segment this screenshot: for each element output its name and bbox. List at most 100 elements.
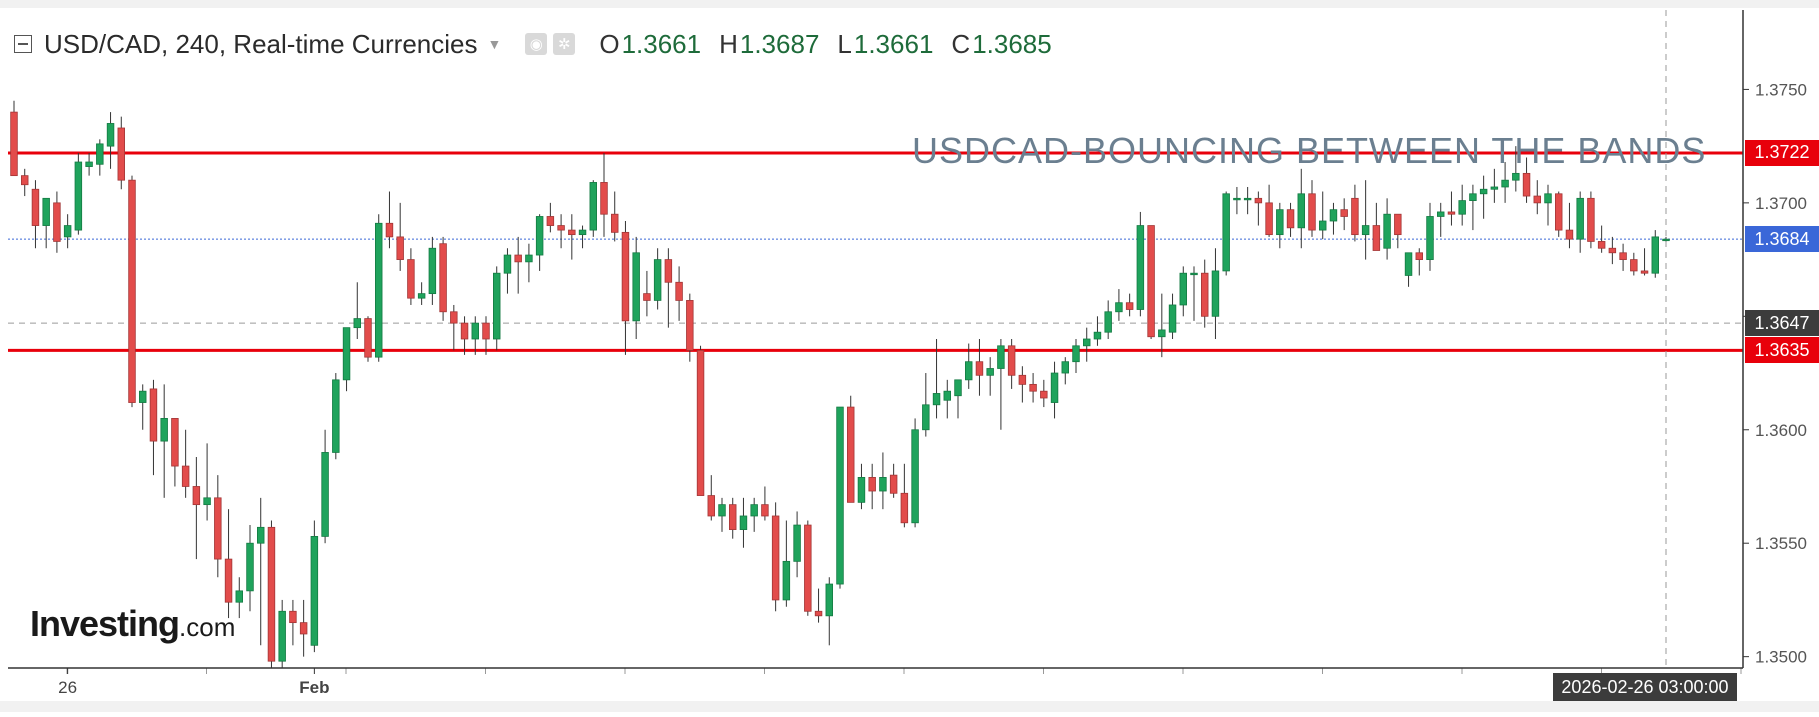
candle: [10, 100, 18, 177]
candle-body: [1040, 390, 1048, 399]
candle-body: [160, 418, 168, 442]
candle: [1286, 202, 1295, 237]
candle-body: [696, 349, 705, 496]
candle: [321, 429, 329, 544]
candle-body: [879, 477, 887, 492]
candle-body: [653, 259, 662, 301]
candle: [1319, 191, 1327, 240]
candle: [1619, 243, 1627, 271]
candle: [1190, 266, 1198, 321]
high-label: H: [719, 28, 738, 59]
candle: [814, 588, 823, 623]
candle-body: [643, 293, 651, 301]
crosshair-price-label: 1.3647: [1745, 310, 1819, 337]
candle-body: [1222, 193, 1230, 272]
candle: [53, 191, 61, 253]
candle-body: [1662, 238, 1670, 242]
symbol-title[interactable]: USD/CAD, 240, Real-time Currencies: [44, 28, 478, 59]
eye-icon[interactable]: ◉: [525, 33, 548, 55]
candle: [149, 379, 158, 476]
candle: [417, 282, 426, 305]
chevron-down-icon[interactable]: ▼: [487, 36, 502, 52]
candle-body: [1104, 311, 1112, 333]
candle-body: [149, 388, 158, 442]
candle: [911, 418, 919, 528]
candle: [1115, 289, 1123, 321]
candle: [675, 266, 683, 321]
candle-body: [932, 393, 941, 406]
candle-body: [74, 161, 83, 231]
candle: [1662, 236, 1670, 242]
candle-body: [1265, 202, 1273, 236]
candle-body: [85, 161, 93, 167]
candle-body: [1125, 302, 1134, 310]
candle: [1351, 184, 1359, 242]
candle-body: [1029, 383, 1037, 392]
candle: [1597, 225, 1606, 253]
candle-body: [943, 390, 951, 401]
candle-body: [493, 272, 501, 340]
candle-body: [1544, 193, 1552, 204]
candle-body: [375, 222, 383, 358]
candle: [482, 316, 490, 355]
candle-body: [31, 188, 40, 226]
candle-body: [986, 368, 994, 376]
candle: [1565, 202, 1574, 249]
candle-body: [417, 293, 426, 299]
candle-body: [621, 231, 630, 322]
candle: [1544, 184, 1552, 226]
candle-body: [1018, 374, 1027, 385]
candle: [900, 463, 909, 528]
candle-body: [546, 216, 555, 226]
open-label: O: [599, 28, 620, 59]
candle: [1125, 293, 1134, 317]
candle-body: [396, 236, 404, 260]
gear-icon[interactable]: ✲: [553, 33, 576, 55]
candle-body: [771, 515, 780, 601]
candle: [375, 214, 383, 362]
candle: [192, 456, 201, 560]
candle-body: [739, 515, 748, 530]
candle: [525, 243, 533, 283]
candle-body: [1276, 209, 1284, 236]
candle: [568, 214, 576, 260]
candle-body: [997, 345, 1005, 369]
candle: [1147, 225, 1155, 339]
open-value: 1.3661: [621, 28, 702, 59]
candle-body: [525, 254, 533, 263]
candle-body: [310, 536, 319, 646]
candle-body: [428, 247, 437, 295]
candle: [804, 520, 812, 616]
candle-body: [1050, 372, 1059, 403]
collapse-icon[interactable]: [14, 35, 32, 53]
candle: [503, 248, 512, 294]
candle: [857, 463, 866, 510]
candle: [965, 343, 973, 389]
candle: [1040, 379, 1048, 408]
candle: [21, 168, 29, 197]
chart-annotation: USDCAD-BOUNCING BETWEEN THE BANDS: [912, 130, 1707, 171]
candle-body: [246, 542, 254, 592]
candle-body: [353, 318, 361, 329]
candle-body: [450, 311, 458, 324]
candle: [235, 577, 243, 619]
candle-body: [836, 406, 844, 585]
candle: [1029, 373, 1037, 403]
candle: [954, 379, 962, 419]
candle: [825, 577, 833, 646]
candle-body: [1190, 272, 1198, 276]
candle: [1254, 191, 1263, 226]
candle-body: [299, 622, 308, 635]
candle: [1415, 248, 1423, 276]
y-tick-label: 1.3550: [1755, 534, 1807, 553]
candle: [1061, 357, 1069, 385]
candle-body: [857, 477, 866, 503]
candle-body: [224, 558, 233, 603]
candle: [514, 236, 522, 294]
candle-body: [96, 143, 104, 165]
candle-body: [1501, 179, 1509, 188]
candle: [1308, 180, 1316, 237]
candle: [653, 248, 662, 310]
